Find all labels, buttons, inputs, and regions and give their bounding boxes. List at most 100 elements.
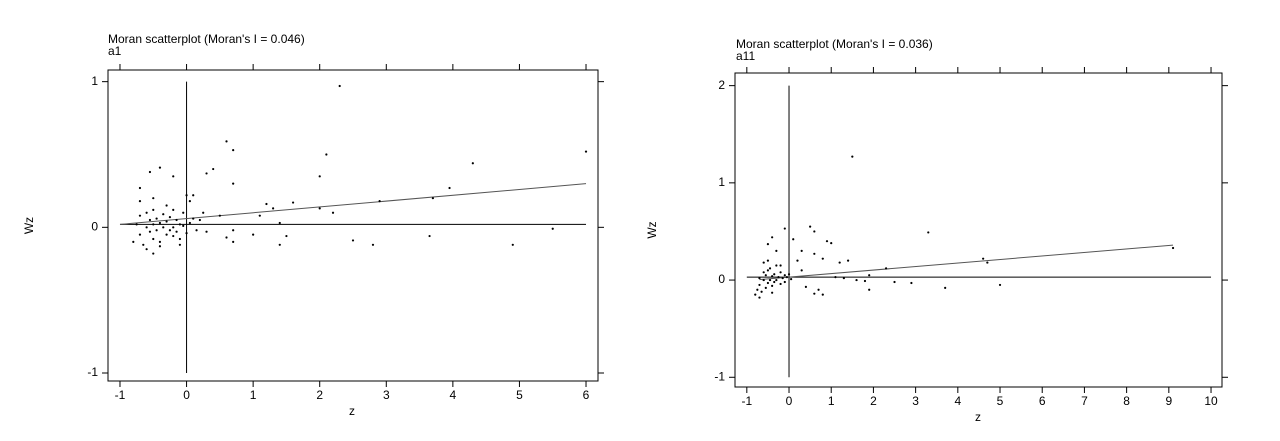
point bbox=[821, 257, 824, 260]
point bbox=[212, 167, 215, 171]
point bbox=[754, 293, 757, 296]
point bbox=[148, 218, 152, 222]
point bbox=[813, 292, 816, 295]
point bbox=[809, 225, 812, 228]
point bbox=[152, 237, 155, 241]
fit-line bbox=[119, 183, 587, 225]
point bbox=[158, 240, 162, 243]
point bbox=[172, 175, 175, 178]
point bbox=[584, 150, 588, 153]
point bbox=[172, 226, 175, 229]
point bbox=[252, 233, 255, 236]
point bbox=[785, 276, 789, 279]
point bbox=[846, 259, 850, 262]
point bbox=[471, 162, 474, 165]
point bbox=[265, 202, 268, 206]
point bbox=[258, 214, 261, 217]
point bbox=[511, 243, 514, 246]
point bbox=[771, 236, 774, 239]
x-tick-label: 0 bbox=[786, 394, 793, 408]
point bbox=[205, 230, 208, 233]
point bbox=[813, 230, 816, 233]
point bbox=[766, 269, 770, 272]
point bbox=[868, 288, 871, 291]
point bbox=[175, 218, 178, 222]
point bbox=[448, 186, 451, 190]
y-tick-label: 2 bbox=[718, 78, 725, 92]
plot-frame bbox=[107, 69, 599, 382]
point bbox=[162, 213, 165, 216]
point bbox=[982, 257, 985, 260]
point bbox=[185, 232, 188, 235]
point bbox=[225, 236, 228, 239]
x-tick-label: 8 bbox=[1123, 394, 1130, 408]
y-tick-label: 1 bbox=[718, 175, 725, 189]
point bbox=[291, 201, 295, 204]
point bbox=[142, 243, 145, 246]
point bbox=[285, 234, 288, 238]
y-axis-label: Wz bbox=[22, 217, 36, 234]
x-tick-label: 10 bbox=[1204, 394, 1218, 408]
x-tick-label: -1 bbox=[741, 394, 752, 408]
point bbox=[771, 284, 774, 287]
point bbox=[232, 149, 235, 152]
point bbox=[182, 211, 185, 214]
x-tick-label: 5 bbox=[516, 388, 523, 402]
point bbox=[779, 264, 782, 267]
point bbox=[338, 84, 341, 88]
x-tick-label: 4 bbox=[954, 394, 961, 408]
point bbox=[178, 237, 182, 241]
point bbox=[202, 211, 205, 214]
point bbox=[863, 279, 867, 283]
point bbox=[804, 285, 807, 288]
x-tick-label: 4 bbox=[450, 388, 457, 402]
point bbox=[178, 243, 182, 246]
point bbox=[351, 239, 355, 242]
point bbox=[800, 269, 803, 272]
point bbox=[185, 194, 188, 197]
point bbox=[760, 290, 763, 293]
x-tick-label: 1 bbox=[828, 394, 835, 408]
point bbox=[766, 281, 770, 285]
point bbox=[318, 175, 321, 178]
x-tick-label: 3 bbox=[383, 388, 390, 402]
point bbox=[884, 267, 888, 270]
point bbox=[764, 286, 767, 289]
x-axis-label: z bbox=[349, 404, 355, 418]
chart-title: Moran scatterplot (Moran's I = 0.036) bbox=[736, 37, 933, 51]
point bbox=[218, 214, 221, 217]
point bbox=[148, 170, 152, 174]
point bbox=[152, 223, 155, 226]
point bbox=[768, 278, 772, 282]
point bbox=[232, 229, 235, 232]
point bbox=[813, 252, 816, 255]
point bbox=[378, 200, 381, 203]
point bbox=[781, 277, 784, 280]
point bbox=[272, 207, 275, 210]
point bbox=[192, 217, 195, 220]
point bbox=[779, 282, 782, 286]
point bbox=[192, 194, 195, 197]
point bbox=[986, 261, 989, 264]
point bbox=[325, 153, 328, 156]
point bbox=[910, 281, 913, 285]
point bbox=[175, 230, 178, 233]
point bbox=[145, 248, 148, 251]
point bbox=[148, 230, 152, 233]
point bbox=[758, 296, 761, 299]
x-tick-label: 5 bbox=[997, 394, 1004, 408]
point bbox=[225, 140, 228, 143]
point bbox=[834, 276, 837, 279]
point bbox=[790, 277, 793, 281]
x-tick-label: 1 bbox=[250, 388, 257, 402]
point bbox=[783, 227, 786, 230]
point bbox=[838, 261, 841, 264]
point bbox=[155, 229, 158, 232]
point bbox=[232, 182, 235, 185]
point bbox=[825, 240, 829, 243]
point bbox=[944, 286, 947, 289]
y-tick-label: -1 bbox=[714, 369, 725, 383]
x-tick-label: 9 bbox=[1165, 394, 1172, 408]
y-tick-label: -1 bbox=[87, 365, 98, 379]
